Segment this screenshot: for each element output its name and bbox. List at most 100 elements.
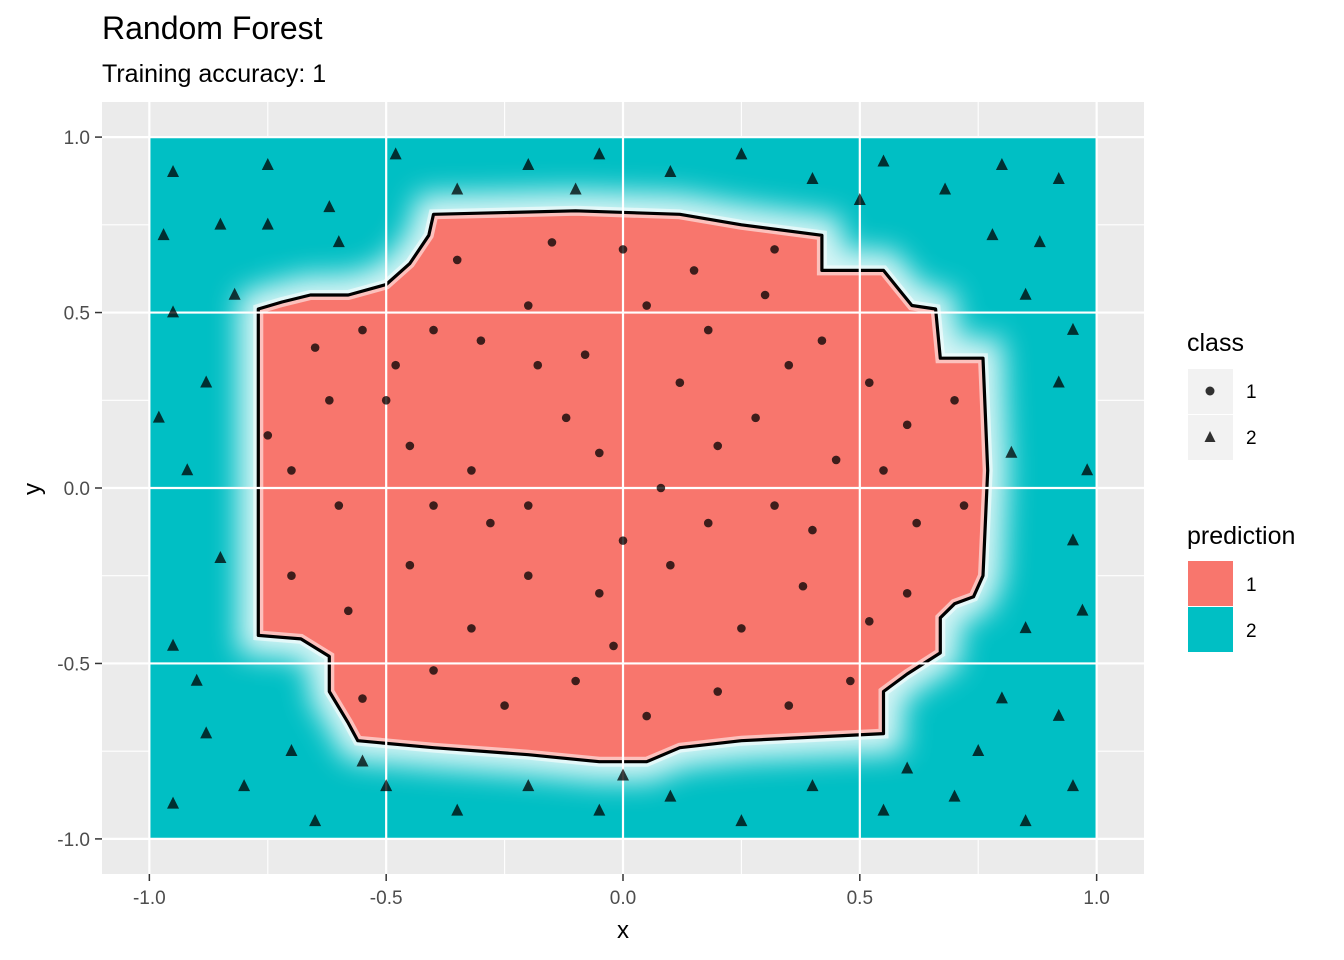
- point-class-2-37: [380, 779, 393, 792]
- point-class-1-61: [902, 588, 912, 598]
- point-class-2-26: [1005, 445, 1018, 458]
- point-class-1-13: [287, 466, 296, 475]
- point-class-2-0: [167, 164, 180, 177]
- x-axis: -1.0 -0.5 0.0 0.5 1.0: [133, 874, 1110, 909]
- point-class-2-32: [995, 691, 1008, 704]
- point-class-2-4: [389, 147, 402, 160]
- point-class-1-52: [675, 378, 685, 388]
- point-class-1-47: [310, 343, 320, 352]
- point-class-2-41: [664, 789, 677, 802]
- point-class-1-5: [523, 301, 533, 310]
- point-class-1-41: [846, 676, 855, 686]
- point-class-2-17: [181, 463, 194, 476]
- legend-class-key-1: [1205, 386, 1215, 396]
- point-class-1-6: [580, 350, 590, 359]
- point-class-1-48: [950, 395, 959, 405]
- point-class-2-13: [995, 157, 1008, 170]
- point-class-2-40: [593, 803, 606, 816]
- point-class-2-58: [157, 228, 170, 241]
- point-class-2-59: [1076, 603, 1089, 616]
- point-class-1-37: [571, 676, 580, 686]
- point-class-2-39: [522, 779, 535, 792]
- point-class-2-54: [332, 235, 345, 248]
- point-class-2-35: [238, 779, 251, 792]
- point-class-2-15: [167, 305, 180, 318]
- point-class-2-23: [190, 673, 203, 686]
- point-class-1-10: [817, 336, 827, 345]
- point-class-1-28: [523, 571, 533, 581]
- point-class-1-30: [666, 560, 675, 570]
- x-tick-label-1: -0.5: [370, 888, 403, 909]
- point-class-2-43: [806, 779, 819, 792]
- point-class-2-7: [593, 147, 606, 160]
- y-tick-label-0: -1.0: [57, 830, 90, 851]
- point-class-1-42: [452, 255, 462, 265]
- point-class-1-59: [703, 518, 713, 528]
- point-class-1-33: [864, 617, 874, 626]
- point-class-2-46: [1019, 814, 1032, 827]
- legend-class: class 1 2: [1187, 329, 1257, 460]
- point-class-2-34: [167, 796, 180, 809]
- y-tick-label-3: 0.5: [64, 304, 90, 325]
- point-class-1-19: [656, 483, 666, 493]
- legend-class-title: class: [1187, 329, 1244, 357]
- point-class-1-63: [784, 360, 794, 370]
- point-class-2-27: [1066, 533, 1079, 546]
- point-class-2-30: [1033, 235, 1046, 248]
- point-class-1-24: [287, 571, 296, 581]
- point-class-2-22: [152, 410, 165, 423]
- chart-title: Random Forest: [102, 10, 323, 46]
- point-class-2-53: [901, 761, 914, 774]
- y-tick-label-2: 0.0: [64, 479, 90, 500]
- point-class-2-1: [214, 217, 227, 230]
- x-tick-label-3: 0.5: [847, 888, 873, 909]
- point-class-1-54: [486, 518, 495, 528]
- point-class-1-17: [523, 501, 533, 510]
- data-points: [152, 147, 1094, 827]
- point-class-1-7: [642, 301, 651, 310]
- y-tick-label-1: -0.5: [57, 654, 90, 675]
- point-class-2-24: [1019, 287, 1032, 300]
- point-class-2-19: [167, 638, 180, 651]
- point-class-1-11: [864, 378, 874, 388]
- point-class-1-20: [713, 441, 723, 451]
- point-class-1-14: [334, 501, 344, 510]
- point-class-1-22: [831, 455, 841, 465]
- point-class-1-62: [533, 360, 543, 370]
- legend-prediction: prediction 1 2: [1187, 522, 1295, 652]
- chart-subtitle: Training accuracy: 1: [102, 60, 326, 88]
- point-class-1-60: [391, 360, 400, 370]
- x-tick-label-4: 1.0: [1083, 888, 1109, 909]
- point-class-1-58: [609, 641, 618, 651]
- point-class-2-50: [261, 217, 274, 230]
- point-class-2-16: [200, 375, 213, 388]
- point-class-1-26: [405, 560, 415, 570]
- point-class-1-25: [343, 606, 353, 616]
- legend-class-label-1: 1: [1246, 382, 1257, 403]
- x-tick-label-0: -1.0: [133, 888, 166, 909]
- point-class-1-9: [760, 290, 770, 300]
- point-class-2-11: [877, 154, 890, 167]
- y-tick-label-4: 1.0: [64, 128, 90, 149]
- point-class-2-6: [522, 157, 535, 170]
- legend-prediction-label-2: 2: [1246, 621, 1257, 642]
- x-axis-title: x: [617, 917, 629, 944]
- point-class-2-28: [1019, 621, 1032, 634]
- point-class-2-48: [285, 743, 298, 756]
- point-class-1-46: [770, 245, 779, 254]
- point-class-2-33: [1066, 322, 1079, 335]
- x-tick-label-2: 0.0: [610, 888, 636, 909]
- point-class-1-56: [429, 501, 438, 510]
- point-class-2-9: [735, 147, 748, 160]
- point-class-1-45: [689, 266, 699, 275]
- point-class-1-38: [642, 711, 651, 721]
- point-class-2-42: [735, 814, 748, 827]
- point-class-1-53: [751, 413, 760, 423]
- point-class-2-18: [214, 550, 227, 563]
- point-class-2-49: [972, 743, 985, 756]
- point-class-2-25: [1052, 375, 1065, 388]
- legend-prediction-key-2: [1188, 607, 1233, 652]
- point-class-2-20: [200, 726, 213, 739]
- point-class-2-51: [986, 228, 999, 241]
